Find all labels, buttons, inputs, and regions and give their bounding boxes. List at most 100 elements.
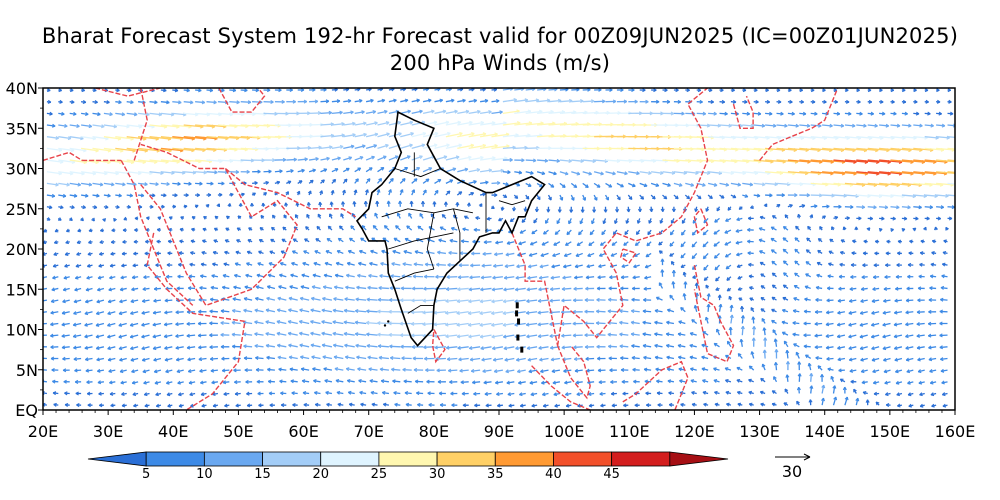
wind-arrow (346, 378, 355, 383)
wind-arrow (468, 192, 475, 196)
wind-arrow (411, 298, 424, 303)
wind-arrow (309, 157, 319, 162)
wind-arrow (860, 369, 868, 374)
wind-arrow (109, 380, 116, 385)
wind-arrow (884, 380, 891, 385)
wind-arrow (854, 226, 859, 231)
wind-arrow (599, 391, 606, 396)
wind-arrow (650, 194, 656, 200)
wind-arrow (225, 227, 230, 232)
wind-arrow (172, 181, 181, 186)
wind-arrow (133, 239, 139, 244)
wind-arrow (126, 193, 134, 198)
wind-arrow (494, 380, 504, 385)
wind-arrow (254, 344, 264, 349)
wind-arrow (386, 200, 391, 207)
wind-arrow (814, 309, 823, 314)
wind-arrow (96, 357, 105, 362)
wind-arrow (871, 298, 880, 303)
wind-arrow (919, 251, 925, 256)
wind-arrow (837, 345, 846, 350)
wind-arrow (469, 275, 481, 280)
wind-arrow (574, 368, 583, 373)
wind-arrow (538, 287, 549, 292)
wind-arrow (619, 344, 629, 349)
wind-arrow (343, 320, 355, 325)
wind-arrow (804, 354, 812, 360)
wind-arrow (86, 275, 93, 280)
wind-arrow (326, 238, 333, 243)
wind-arrow (274, 180, 281, 185)
wind-arrow (251, 192, 256, 197)
wind-arrow (211, 274, 219, 279)
wind-arrow (760, 377, 766, 383)
wind-arrow (229, 169, 240, 175)
wind-arrow (539, 264, 549, 269)
colorbar-label: 5 (142, 467, 150, 482)
wind-arrow (374, 212, 379, 219)
wind-arrow (131, 380, 139, 385)
wind-arrow (551, 369, 561, 374)
wind-arrow (337, 402, 344, 407)
wind-arrow (203, 215, 207, 220)
wind-arrow (596, 286, 606, 291)
wind-arrow (332, 343, 344, 348)
wind-arrow (943, 239, 948, 244)
wind-arrow (930, 392, 937, 397)
wind-arrow (377, 167, 385, 173)
wind-arrow (730, 194, 737, 199)
wind-arrow (620, 356, 629, 361)
wind-arrow (751, 337, 756, 347)
wind-arrow (188, 380, 196, 385)
wind-arrow (188, 274, 196, 279)
wind-arrow (928, 297, 937, 302)
wind-arrow (408, 212, 413, 219)
wind-arrow (592, 206, 597, 213)
wind-arrow (263, 180, 269, 185)
wind-arrow (267, 273, 276, 278)
wind-arrow (885, 403, 891, 408)
wind-arrow (928, 357, 937, 362)
wind-arrow (72, 334, 82, 339)
wind-arrow (666, 355, 675, 360)
wind-arrow (321, 308, 333, 313)
wind-arrow (459, 368, 469, 373)
wind-arrow (557, 206, 562, 213)
wind-arrow (286, 157, 298, 162)
wind-arrow (149, 204, 154, 209)
wind-arrow (761, 318, 766, 324)
wind-arrow (696, 182, 706, 187)
wind-arrow (848, 346, 857, 351)
wind-arrow (785, 361, 790, 371)
wind-arrow (375, 200, 380, 207)
wind-arrow (400, 286, 412, 291)
wind-arrow (885, 392, 891, 397)
colorbar: 5 10 15 20 25 30 35 40 45 (87, 451, 729, 482)
wind-arrow (343, 331, 355, 336)
wind-arrow (491, 180, 501, 185)
wind-arrow (794, 272, 800, 278)
x-tick-label: 30E (93, 422, 123, 441)
wind-arrow (458, 357, 469, 362)
wind-arrow (787, 204, 793, 208)
wind-arrow (666, 308, 675, 313)
colorbar-label: 20 (312, 467, 329, 482)
wind-arrow (781, 331, 789, 336)
wind-arrow (191, 227, 196, 232)
wind-arrow (587, 252, 595, 257)
map-title: Bharat Forecast System 192-hr Forecast v… (41, 24, 959, 48)
reference-vector-label: 30 (782, 462, 802, 481)
wind-arrow (178, 403, 184, 408)
wind-arrow (750, 205, 754, 209)
wind-arrow (254, 332, 264, 337)
wind-arrow (491, 168, 504, 173)
wind-arrow (392, 379, 401, 384)
wind-arrow (142, 369, 150, 374)
wind-arrow (334, 367, 344, 372)
wind-arrow (233, 380, 241, 385)
wind-arrow (738, 297, 743, 302)
wind-arrow (73, 357, 82, 362)
wind-arrow (690, 379, 697, 384)
wind-arrow (354, 320, 367, 325)
wind-arrow (919, 262, 925, 267)
